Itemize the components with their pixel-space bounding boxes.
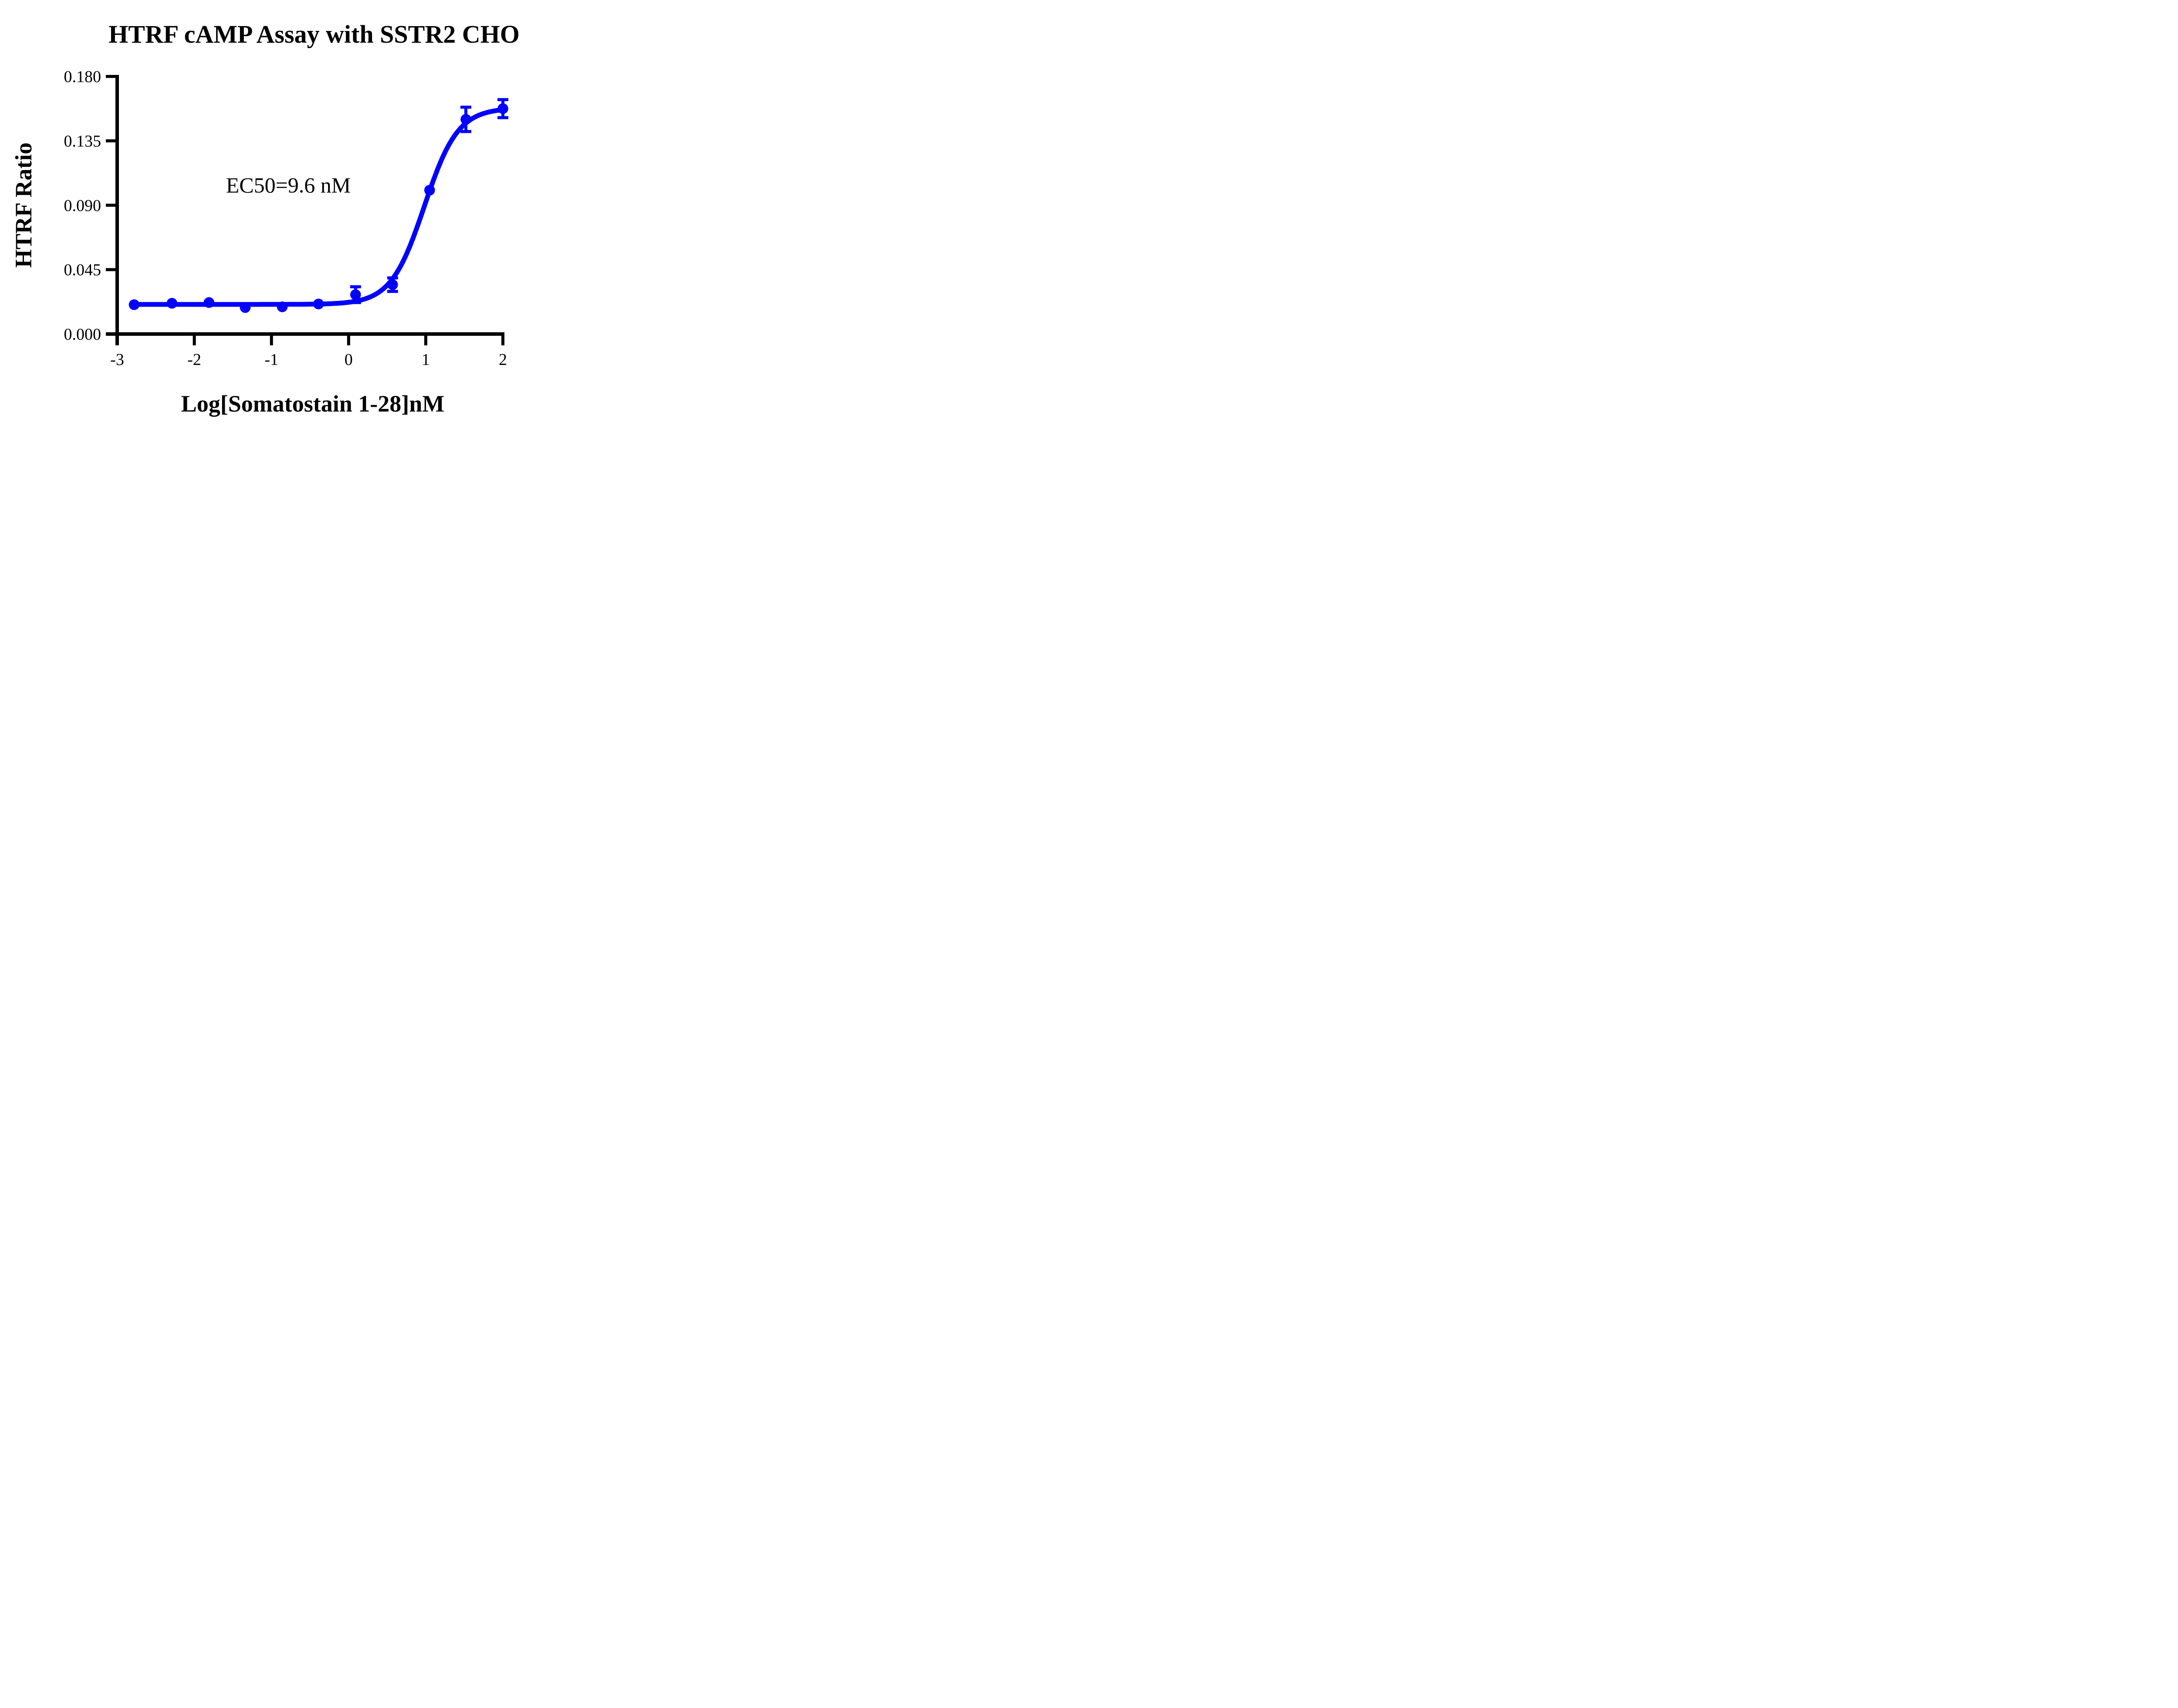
data-point-marker bbox=[277, 301, 288, 312]
dose-response-chart: HTRF cAMP Assay with SSTR2 CHO HTRF Rati… bbox=[10, 20, 520, 417]
y-tick-label: 0.000 bbox=[64, 325, 101, 344]
data-point-marker bbox=[313, 298, 324, 310]
y-tick-label: 0.045 bbox=[64, 261, 101, 279]
chart-title: HTRF cAMP Assay with SSTR2 CHO bbox=[108, 20, 520, 48]
x-axis-ticks bbox=[115, 334, 504, 345]
data-point-marker bbox=[497, 103, 508, 114]
data-point-marker bbox=[460, 114, 471, 125]
y-tick-label: 0.180 bbox=[64, 68, 101, 86]
x-tick-label: -1 bbox=[264, 351, 278, 369]
x-tick-label: 0 bbox=[345, 351, 353, 369]
ec50-annotation: EC50=9.6 nM bbox=[226, 173, 351, 197]
data-point-marker bbox=[424, 185, 435, 196]
error-bars bbox=[350, 98, 508, 304]
y-tick-label: 0.135 bbox=[64, 132, 101, 150]
data-point-marker bbox=[240, 302, 251, 313]
data-point-marker bbox=[166, 298, 178, 309]
x-tick-label: 1 bbox=[422, 351, 430, 369]
figure-page: HTRF cAMP Assay with SSTR2 CHO HTRF Rati… bbox=[0, 0, 565, 427]
x-tick-label: -2 bbox=[187, 351, 201, 369]
y-tick-label: 0.090 bbox=[64, 196, 101, 215]
x-axis-tick-labels: -3 -2 -1 0 1 2 bbox=[110, 351, 507, 369]
x-tick-label: -3 bbox=[110, 351, 124, 369]
data-point-marker bbox=[203, 297, 215, 308]
y-axis-title: HTRF Ratio bbox=[10, 142, 37, 267]
x-axis-title: Log[Somatostain 1-28]nM bbox=[181, 391, 445, 417]
data-points bbox=[129, 103, 508, 313]
fit-curve bbox=[132, 107, 505, 307]
data-point-marker bbox=[350, 289, 361, 300]
x-tick-label: 2 bbox=[499, 351, 507, 369]
data-point-marker bbox=[129, 299, 140, 310]
y-axis-tick-labels: 0.000 0.045 0.090 0.135 0.180 bbox=[64, 68, 101, 344]
y-axis-ticks bbox=[106, 75, 117, 336]
data-point-marker bbox=[387, 279, 398, 290]
